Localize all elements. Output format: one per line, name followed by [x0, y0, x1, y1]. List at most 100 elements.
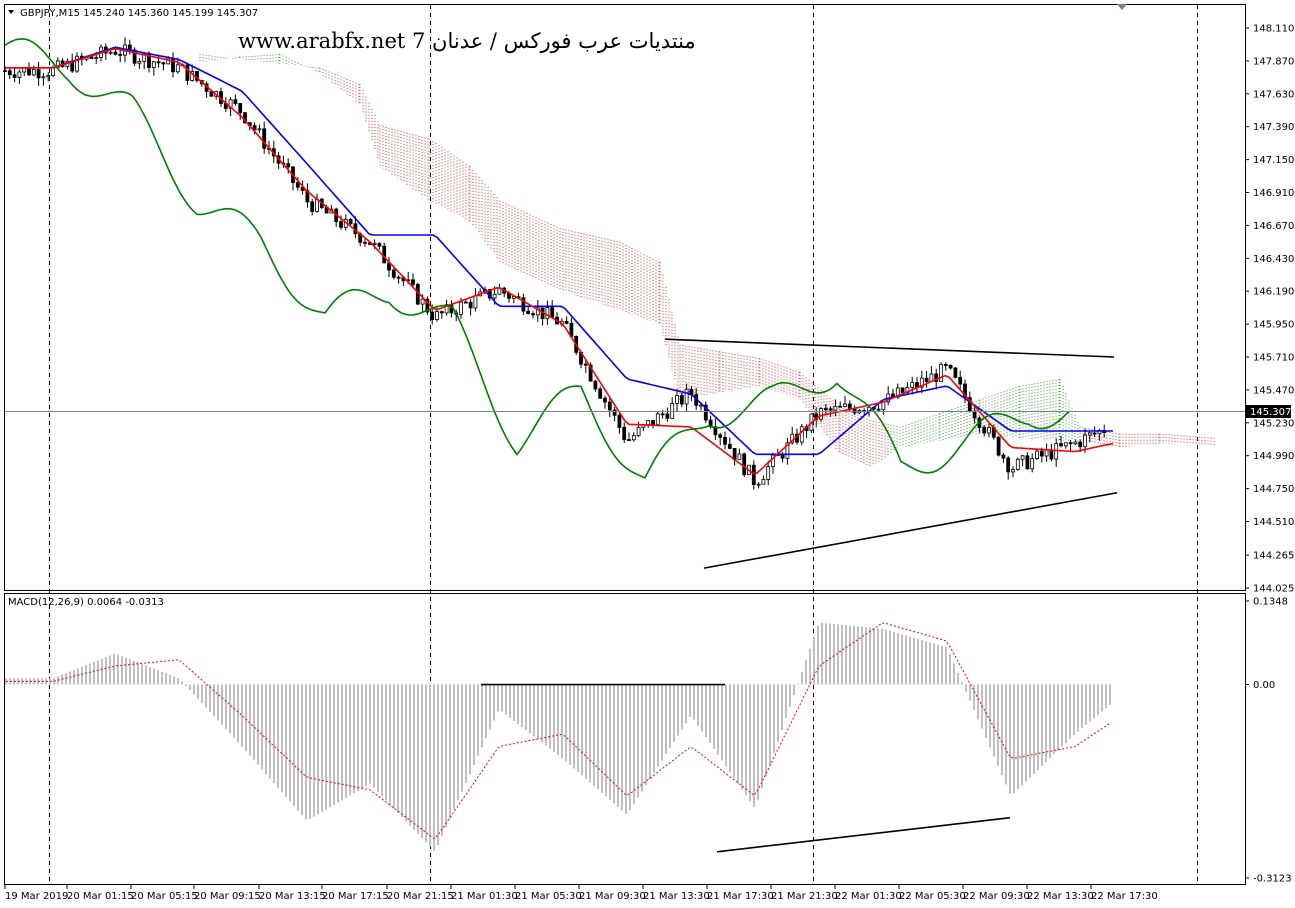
bull-candle	[1087, 432, 1092, 436]
macd-histogram-bar	[345, 684, 347, 798]
macd-histogram-bar	[297, 684, 299, 811]
bear-candle	[718, 434, 723, 438]
bear-candle	[12, 74, 17, 78]
macd-histogram-bar	[921, 640, 923, 685]
bear-candle	[238, 103, 243, 114]
dropdown-arrow-icon[interactable]	[8, 10, 14, 14]
price-axis-label: 146.430	[1253, 254, 1294, 265]
macd-histogram-bar	[357, 684, 359, 791]
macd-histogram-bar	[1045, 684, 1047, 763]
macd-histogram-bar	[657, 684, 659, 767]
price-axis-label: 146.910	[1253, 188, 1294, 199]
macd-histogram-bar	[801, 671, 803, 685]
macd-histogram-bar	[385, 684, 387, 801]
macd-histogram-bar	[1069, 684, 1071, 739]
bull-candle	[372, 242, 377, 245]
price-axis-label: 147.390	[1253, 122, 1294, 133]
price-axis-label: 144.025	[1253, 584, 1294, 595]
macd-indicator	[5, 622, 1111, 853]
macd-histogram-bar	[269, 684, 271, 779]
current-price-tag	[1246, 405, 1291, 418]
macd-histogram-bar	[749, 684, 751, 802]
macd-histogram-bar	[889, 630, 891, 685]
macd-histogram-bar	[73, 669, 75, 685]
price-axis-label: 147.150	[1253, 155, 1294, 166]
macd-histogram-bar	[305, 684, 307, 820]
macd-histogram-bar	[733, 684, 735, 778]
bear-candle	[703, 404, 708, 421]
time-axis-label: 20 Mar 01:15	[67, 891, 134, 902]
macd-histogram-bar	[265, 684, 267, 774]
macd-histogram-bar	[397, 684, 399, 813]
bull-candle	[670, 403, 675, 419]
macd-histogram-bar	[753, 684, 755, 807]
macd-histogram-bar	[1057, 684, 1059, 751]
price-panel[interactable]	[4, 4, 1246, 591]
macd-histogram-bar	[313, 684, 315, 817]
bear-candle	[27, 67, 31, 76]
price-axis-label: 146.670	[1253, 221, 1294, 232]
macd-histogram-bar	[217, 684, 219, 721]
macd-histogram-bar	[353, 684, 355, 794]
bear-candle	[233, 99, 238, 104]
macd-histogram-bar	[661, 684, 663, 761]
macd-histogram-bar	[529, 684, 531, 734]
macd-histogram-bar	[1041, 684, 1043, 767]
macd-histogram-bar	[405, 684, 407, 822]
bear-candle	[723, 437, 727, 445]
time-axis-label: 21 Mar 13:30	[643, 891, 710, 902]
macd-histogram-bar	[229, 684, 231, 734]
macd-histogram-bar	[1037, 684, 1039, 770]
macd-histogram-bar	[473, 684, 475, 765]
bear-candle	[823, 408, 828, 410]
bear-candle	[742, 453, 747, 476]
macd-histogram-bar	[233, 684, 235, 738]
bull-candle	[1054, 443, 1059, 460]
support-trendline[interactable]	[703, 491, 1118, 569]
time-axis-label: 22 Mar 13:30	[1027, 891, 1094, 902]
macd-histogram-bar	[145, 665, 147, 685]
macd-support-trendline[interactable]	[716, 816, 1011, 853]
macd-histogram-bar	[893, 631, 895, 685]
macd-histogram-bar	[945, 647, 947, 685]
macd-histogram-bar	[777, 684, 779, 742]
bear-candle	[996, 436, 1001, 456]
macd-histogram-bar	[433, 684, 435, 851]
macd-histogram-bar	[1005, 684, 1007, 785]
bull-candle	[655, 413, 660, 426]
macd-histogram-bar	[425, 684, 427, 843]
macd-histogram-bar	[209, 684, 211, 712]
time-axis-label: 22 Mar 05:30	[899, 891, 966, 902]
macd-histogram-bar	[301, 684, 303, 816]
resistance-trendline[interactable]	[664, 338, 1115, 358]
shift-marker-icon[interactable]	[1117, 4, 1127, 10]
time-axis-label: 20 Mar 17:15	[322, 891, 389, 902]
macd-histogram-bar	[177, 677, 179, 685]
macd-histogram-bar	[729, 684, 731, 773]
bull-candle	[435, 311, 439, 321]
macd-histogram-bar	[493, 684, 495, 721]
bear-candle	[1001, 454, 1006, 459]
macd-axis-label: 0.1348	[1253, 597, 1288, 608]
macd-histogram-bar	[1093, 684, 1095, 719]
bull-candle	[675, 395, 679, 404]
bull-candle	[987, 427, 991, 434]
macd-histogram-bar	[261, 684, 263, 770]
macd-histogram-bar	[581, 684, 583, 776]
macd-histogram-bar	[349, 684, 351, 796]
macd-histogram-bar	[1101, 684, 1103, 712]
bull-candle	[843, 403, 847, 407]
macd-histogram-bar	[765, 684, 767, 777]
macd-histogram-bar	[701, 684, 703, 732]
time-axis-label: 19 Mar 2019	[5, 891, 68, 902]
macd-histogram-bar	[521, 684, 523, 728]
macd-axis-label: 0.00	[1253, 680, 1275, 691]
bear-candle	[439, 311, 444, 314]
bear-candle	[132, 49, 137, 64]
macd-histogram-bar	[601, 684, 603, 793]
macd-histogram-bar	[333, 684, 335, 805]
price-axis-label: 145.950	[1253, 320, 1294, 331]
bear-candle	[1025, 455, 1030, 470]
macd-histogram-bar	[365, 684, 367, 787]
bear-candle	[243, 112, 247, 123]
